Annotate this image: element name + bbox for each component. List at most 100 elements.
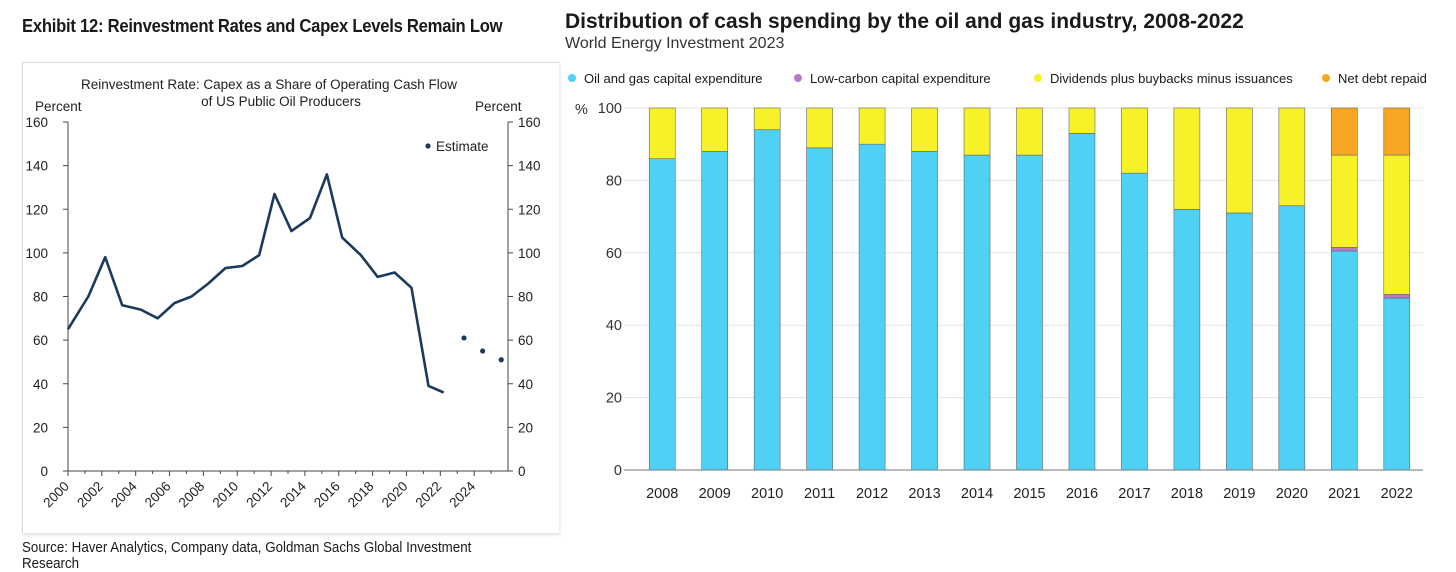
left-y-tick-label: 40 [33,377,48,392]
legend-item: Dividends plus buybacks minus issuances [1034,71,1293,86]
left-y-tick-label: 120 [25,202,48,217]
legend-item: Oil and gas capital expenditure [568,71,763,86]
bar-segment [1330,154,1358,248]
estimate-point [498,357,504,363]
bar-segment [963,107,991,156]
right-y-tick-label: 80 [518,290,533,305]
legend-label: Net debt repaid [1338,71,1427,86]
line-chart-subtitle: of US Public Oil Producers [201,94,361,109]
right-y-tick-label: 120 [518,202,541,217]
right-y-tick-label: 60 [518,333,533,348]
right-y-axis-label: Percent [475,99,522,114]
reinvestment-rate-line [66,173,445,394]
left-y-tick-label: 60 [33,333,48,348]
x-tick-label: 2016 [311,479,343,511]
x-tick-label: 2015 [1013,486,1045,502]
right-y-tick-label: 0 [518,464,526,479]
bar-segment [806,147,833,471]
legend-marker [568,74,576,82]
y-tick-label: 40 [606,318,622,334]
right-y-tick-label: 100 [518,246,541,261]
bar-segment [648,158,676,471]
x-tick-label: 2004 [108,478,140,510]
left-exhibit-panel: Exhibit 12: Reinvestment Rates and Capex… [0,0,560,572]
x-tick-label: 2013 [908,486,940,502]
x-tick-label: 2012 [856,486,888,502]
estimate-legend-label: Estimate [436,139,489,154]
bar-segment [1121,107,1148,174]
right-y-tick-label: 140 [518,159,541,174]
bar-segment [1383,154,1411,295]
bar-segment [753,107,781,131]
x-tick-label: 2021 [1328,486,1360,502]
right-y-tick-label: 40 [518,377,533,392]
x-tick-label: 2024 [446,478,478,510]
bar-segment [1383,107,1411,156]
y-tick-label: 20 [606,391,622,407]
x-tick-label: 2014 [277,478,309,510]
x-tick-label: 2022 [1381,486,1413,502]
left-y-tick-label: 0 [40,464,48,479]
bar-chart-title: Distribution of cash spending by the oil… [565,10,1244,33]
x-tick-label: 2000 [40,479,72,511]
x-tick-label: 2019 [1223,486,1255,502]
bar-segment [1068,133,1096,471]
y-tick-label: 80 [606,173,622,189]
left-y-tick-label: 160 [25,115,48,130]
bar-chart-legend: Oil and gas capital expenditure Low-carbo… [562,71,1456,91]
x-tick-label: 2011 [804,486,835,502]
bar-segment [1016,107,1043,156]
legend-marker [794,74,802,82]
bar-segment [806,107,833,149]
right-y-tick-label: 160 [518,115,541,130]
bar-segment [1330,247,1358,252]
x-tick-label: 2020 [1276,486,1308,502]
bar-segment [701,151,728,471]
bar-segment [1383,297,1411,471]
x-tick-label: 2022 [413,479,445,511]
legend-item: Net debt repaid [1322,71,1427,86]
bar-segment [701,107,728,152]
reinvestment-line-chart: Reinvestment Rate: Capex as a Share of O… [25,77,541,511]
bar-segment [858,107,886,145]
bar-segment [1278,107,1306,207]
bar-segment [1226,212,1253,471]
bar-segment [911,107,938,152]
bar-segment [753,129,781,471]
y-tick-label: 60 [606,246,622,262]
x-tick-label: 2016 [1066,486,1098,502]
source-note: Source: Haver Analytics, Company data, G… [22,540,472,572]
estimate-legend-marker [425,143,431,149]
left-y-tick-label: 140 [25,159,48,174]
legend-label: Low-carbon capital expenditure [810,71,991,86]
left-y-axis-label: Percent [35,99,82,114]
right-exhibit-panel: Distribution of cash spending by the oil… [562,0,1456,571]
x-tick-label: 2002 [74,479,106,511]
bar-segment [1016,154,1043,471]
exhibit-title: Exhibit 12: Reinvestment Rates and Capex… [22,15,503,36]
legend-label: Oil and gas capital expenditure [584,71,763,86]
legend-marker [1322,74,1330,82]
x-tick-label: 2012 [243,479,275,511]
bar-segment [858,143,886,471]
x-tick-label: 2017 [1118,486,1150,502]
left-y-tick-label: 80 [33,290,48,305]
y-tick-label: 100 [598,101,622,117]
bar-segment [648,107,676,159]
bar-segment [963,154,991,471]
bar-segment [1173,107,1201,210]
bar-segment [1226,107,1253,214]
legend-item: Low-carbon capital expenditure [794,71,991,86]
bar-segment [1278,205,1306,471]
legend-label: Dividends plus buybacks minus issuances [1050,71,1293,86]
bar-segment [1068,107,1096,134]
estimate-point [461,335,467,341]
bar-segment [1330,250,1358,471]
right-y-tick-label: 20 [518,420,533,435]
x-tick-label: 2008 [176,479,208,511]
bar-segment [1330,107,1358,156]
bar-chart-subtitle: World Energy Investment 2023 [565,35,785,52]
x-tick-label: 2020 [379,479,411,511]
left-y-tick-label: 20 [33,420,48,435]
cash-spending-bar-chart: % 0 20 40 60 80 100 2008 2009 2010 2011 2012 2013 201… [575,101,1423,502]
